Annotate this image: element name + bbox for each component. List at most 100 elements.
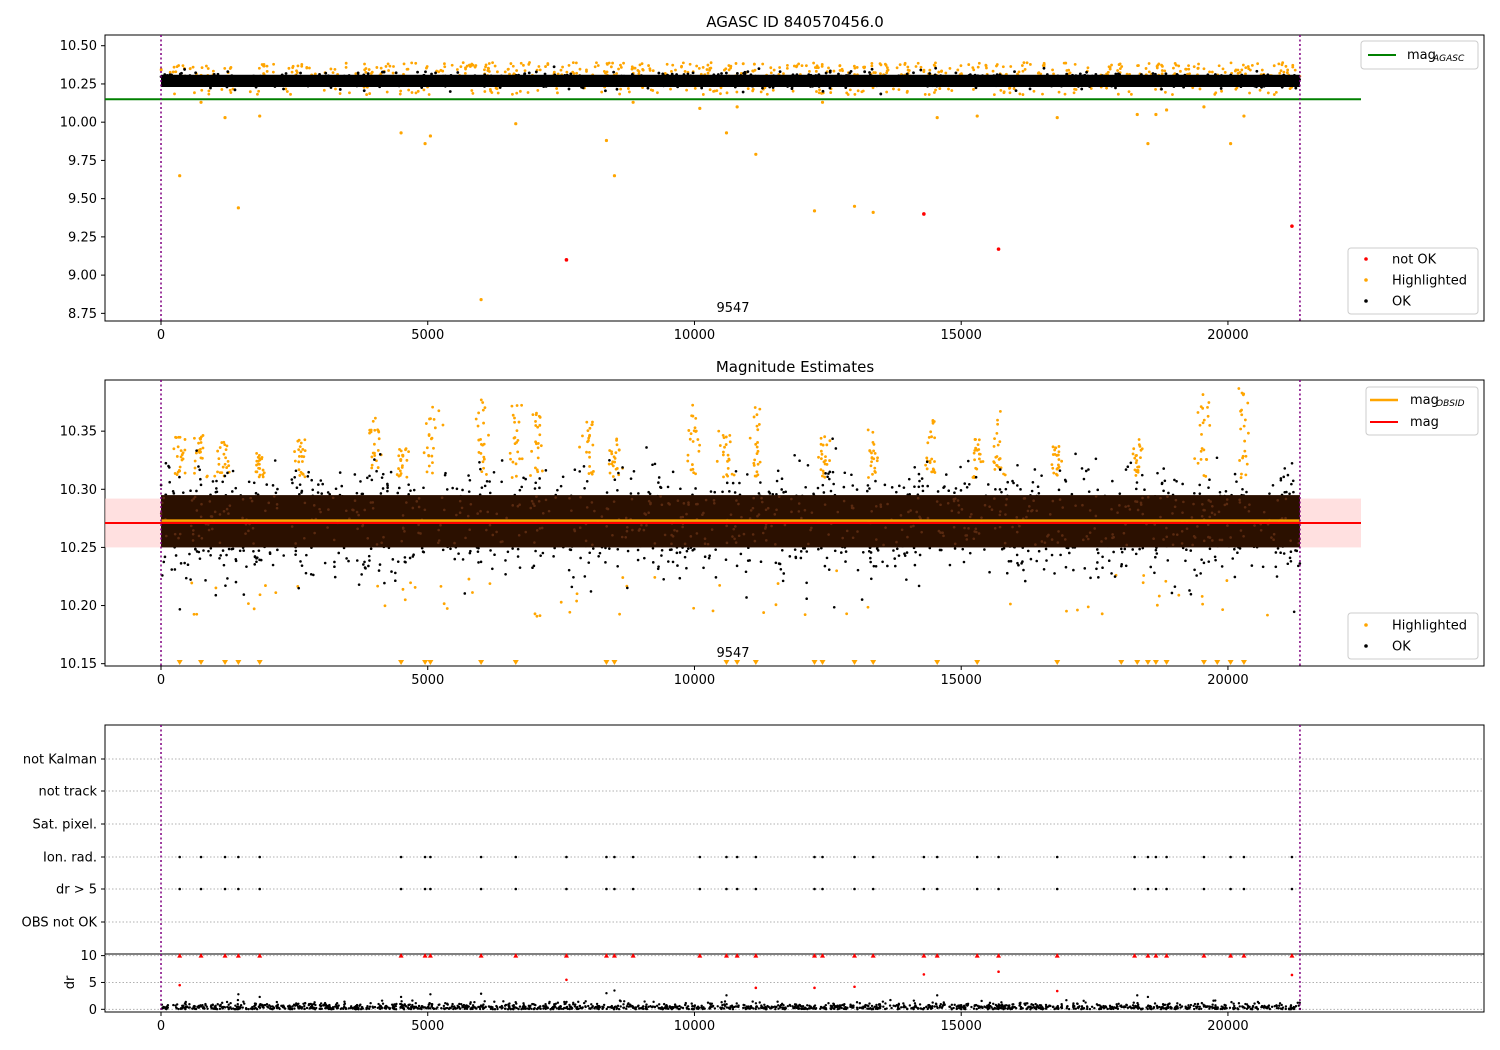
ok-point bbox=[1227, 83, 1231, 87]
highlighted-point bbox=[299, 441, 303, 445]
ok-point bbox=[173, 568, 177, 571]
ok-point bbox=[666, 76, 670, 80]
highlighted-point bbox=[698, 106, 702, 111]
legend-swatch bbox=[1364, 278, 1368, 282]
ok-point bbox=[1116, 77, 1120, 81]
highlighted-point bbox=[804, 64, 808, 68]
highlighted-point bbox=[1057, 465, 1061, 469]
ok-point bbox=[348, 517, 351, 521]
highlighted-point bbox=[533, 612, 537, 616]
ok-point bbox=[407, 493, 410, 496]
highlighted-point bbox=[753, 406, 757, 409]
ok-point bbox=[662, 84, 665, 88]
ok-point bbox=[694, 487, 697, 490]
ok-point bbox=[1218, 538, 1222, 542]
ok-point bbox=[441, 74, 445, 78]
ok-point bbox=[1261, 565, 1265, 569]
highlighted-point bbox=[477, 450, 481, 454]
ok-point bbox=[586, 79, 590, 83]
ok-point bbox=[898, 484, 901, 488]
ok-point bbox=[1213, 513, 1217, 516]
ok-point bbox=[317, 82, 321, 86]
ok-point bbox=[422, 82, 426, 85]
highlighted-point bbox=[619, 87, 623, 91]
highlighted-point bbox=[515, 91, 519, 95]
ok-point bbox=[174, 554, 178, 557]
highlighted-point bbox=[829, 91, 833, 94]
ok-point bbox=[396, 77, 400, 81]
ok-point bbox=[1162, 467, 1166, 470]
ok-point bbox=[183, 561, 186, 565]
ok-point bbox=[207, 528, 211, 532]
highlighted-point bbox=[689, 432, 693, 436]
highlighted-point bbox=[867, 476, 870, 479]
ok-point bbox=[488, 491, 492, 495]
ok-point bbox=[535, 529, 539, 532]
ok-point bbox=[1050, 81, 1054, 84]
highlighted-point bbox=[225, 466, 229, 469]
ok-point bbox=[817, 547, 820, 551]
ok-point bbox=[826, 475, 829, 479]
ok-point bbox=[614, 79, 618, 83]
ok-point bbox=[921, 484, 925, 488]
ok-point bbox=[630, 72, 634, 76]
ok-point bbox=[258, 74, 262, 78]
highlighted-point bbox=[527, 62, 531, 66]
ok-point bbox=[1215, 456, 1219, 460]
ok-point bbox=[471, 79, 475, 82]
highlighted-point bbox=[1200, 432, 1203, 436]
ok-point bbox=[335, 78, 338, 82]
ok-point bbox=[389, 470, 393, 474]
highlighted-point bbox=[487, 433, 490, 437]
ok-point bbox=[221, 549, 225, 552]
highlighted-point bbox=[845, 91, 849, 95]
ok-point bbox=[670, 72, 674, 76]
ok-point bbox=[1182, 500, 1185, 504]
highlighted-point bbox=[491, 61, 494, 65]
ok-point bbox=[552, 79, 555, 82]
ok-point bbox=[1224, 75, 1228, 79]
ok-point bbox=[192, 81, 196, 84]
ok-point bbox=[400, 539, 404, 543]
ok-point bbox=[323, 561, 327, 565]
highlighted-point bbox=[519, 61, 523, 65]
ok-point bbox=[629, 477, 633, 480]
ok-point bbox=[981, 74, 984, 78]
ok-point bbox=[1225, 498, 1229, 501]
highlighted-point bbox=[730, 472, 734, 476]
highlighted-point bbox=[596, 64, 600, 67]
highlighted-point bbox=[931, 467, 935, 471]
ok-point bbox=[360, 75, 364, 78]
highlighted-point bbox=[526, 91, 530, 94]
ok-point bbox=[1016, 463, 1019, 467]
highlighted-point bbox=[217, 457, 221, 460]
highlighted-point bbox=[1032, 89, 1036, 93]
ok-point bbox=[827, 79, 831, 83]
ok-point bbox=[1120, 550, 1124, 554]
ok-point bbox=[394, 71, 398, 75]
ok-point bbox=[1283, 467, 1287, 470]
ok-point bbox=[685, 549, 689, 553]
ok-point bbox=[613, 76, 616, 80]
legend-swatch bbox=[1364, 257, 1368, 261]
highlighted-point bbox=[514, 462, 518, 466]
ok-point bbox=[168, 84, 172, 87]
highlighted-point bbox=[929, 430, 933, 434]
ok-point bbox=[291, 481, 294, 485]
ok-point bbox=[942, 76, 946, 80]
x-tick-label: 5000 bbox=[411, 328, 444, 343]
highlighted-point bbox=[995, 464, 999, 467]
ok-point bbox=[1208, 547, 1212, 551]
highlighted-point bbox=[611, 464, 615, 468]
highlighted-point bbox=[828, 439, 832, 443]
ok-point bbox=[1124, 505, 1127, 508]
ok-point bbox=[168, 480, 171, 484]
highlighted-point bbox=[935, 115, 939, 120]
highlighted-point bbox=[376, 428, 380, 432]
highlighted-point bbox=[1001, 65, 1005, 69]
highlighted-point bbox=[614, 451, 618, 455]
ok-point bbox=[901, 74, 905, 78]
ok-point bbox=[1296, 83, 1300, 87]
ok-point bbox=[825, 556, 829, 560]
ok-point bbox=[309, 83, 312, 87]
